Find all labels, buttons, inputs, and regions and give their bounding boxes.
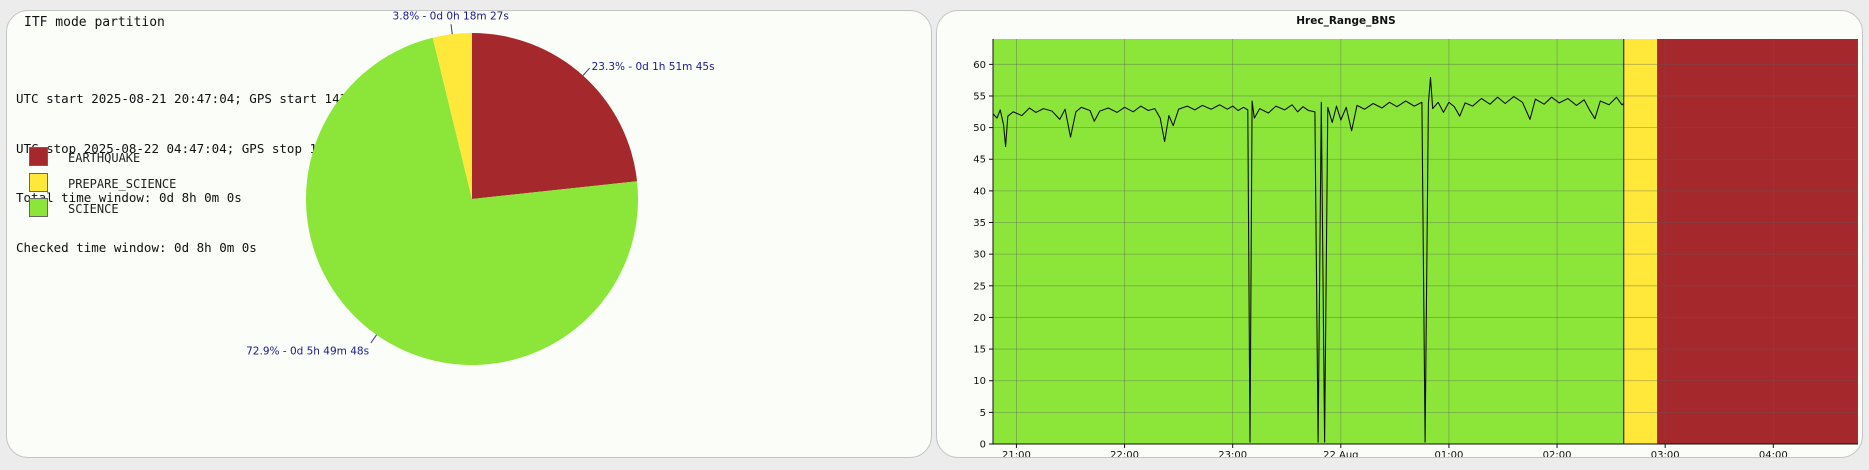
- x-tick-label: 21:00: [1002, 450, 1031, 458]
- x-tick-label: 22:00: [1110, 450, 1139, 458]
- line-chart-title: Hrec_Range_BNS: [1296, 15, 1395, 27]
- y-tick-label: 20: [973, 313, 986, 324]
- mode-pie-chart: 23.3% - 0d 1h 51m 45s 72.9% - 0d 5h 49m 4…: [246, 11, 715, 366]
- hrec-range-panel: 0 5 10 15 20 25 30 35 40 45 50 55 60 21:00 22:00 23:00 2…: [936, 10, 1863, 458]
- info-line-checked-window: Checked time window: 0d 8h 0m 0s: [16, 239, 257, 255]
- y-tick-label: 10: [973, 376, 986, 387]
- legend-swatch-science: [29, 198, 48, 217]
- legend-swatch-prepare-science: [29, 172, 48, 192]
- y-tick-label: 40: [973, 186, 986, 197]
- y-tick-label: 45: [973, 155, 986, 166]
- x-tick-label: 03:00: [1651, 450, 1680, 458]
- legend-label-science: SCIENCE: [68, 202, 119, 216]
- hrec-range-line-chart: 0 5 10 15 20 25 30 35 40 45 50 55 60 21:00 22:00 23:00 2…: [973, 15, 1858, 458]
- pie-slice-earthquake: [472, 33, 638, 199]
- y-tick-label: 55: [973, 91, 986, 102]
- y-tick-label: 0: [980, 440, 986, 451]
- legend-label-earthquake: EARTHQUAKE: [68, 151, 141, 165]
- x-tick-label: 22 Aug: [1323, 450, 1358, 458]
- y-tick-label: 30: [973, 250, 986, 261]
- y-tick-label: 5: [980, 408, 986, 419]
- legend-swatch-earthquake: [29, 147, 48, 166]
- pie-panel-title: ITF mode partition: [24, 15, 165, 30]
- legend-label-prepare-science: PREPARE_SCIENCE: [68, 176, 177, 191]
- mode-partition-panel: ITF mode partition UTC start 2025-08-21 …: [6, 10, 932, 458]
- mode-band-earthquake: [1657, 39, 1858, 444]
- y-tick-label: 25: [973, 281, 986, 292]
- y-tick-label: 35: [973, 218, 986, 229]
- y-tick-label: 60: [973, 60, 986, 71]
- y-tick-label: 15: [973, 345, 986, 356]
- y-tick-label: 50: [973, 123, 986, 134]
- x-tick-label: 02:00: [1543, 450, 1572, 458]
- pie-label-leader-earthquake: [582, 67, 591, 76]
- pie-slice-prepare-science: [432, 33, 472, 199]
- pie-slice-science: [305, 37, 638, 366]
- hrec-range-series-line: [992, 77, 1625, 443]
- pie-label-prepare-science: 3.8% - 0d 0h 18m 27s: [393, 11, 509, 22]
- pie-label-leader-science: [370, 334, 377, 344]
- pie-label-science: 72.9% - 0d 5h 49m 48s: [246, 345, 369, 357]
- mode-band-prepare-science: [1623, 39, 1658, 444]
- mode-band-science: [992, 39, 1624, 444]
- pie-label-earthquake: 23.3% - 0d 1h 51m 45s: [592, 61, 715, 73]
- x-tick-label: 23:00: [1218, 450, 1247, 458]
- x-tick-label: 01:00: [1435, 450, 1464, 458]
- pie-label-leader-prepare-science: [450, 24, 453, 35]
- x-tick-label: 04:00: [1759, 450, 1788, 458]
